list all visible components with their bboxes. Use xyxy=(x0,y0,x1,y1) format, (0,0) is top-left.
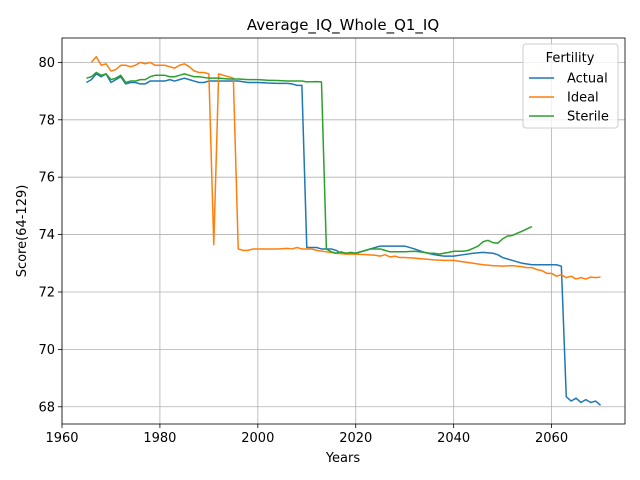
x-tick-label: 2000 xyxy=(241,431,274,446)
plot-frame xyxy=(61,37,626,425)
x-tick-label: 2040 xyxy=(437,431,470,446)
legend-label-sterile: Sterile xyxy=(567,110,609,125)
legend-label-actual: Actual xyxy=(567,72,608,87)
series-line-sterile xyxy=(86,71,533,255)
series-line-actual xyxy=(86,73,602,406)
x-tick-label: 2060 xyxy=(535,431,568,446)
y-axis-label: Score(64-129) xyxy=(15,185,30,278)
chart-title: Average_IQ_Whole_Q1_IQ xyxy=(247,16,439,35)
x-tick-label: 1980 xyxy=(143,431,176,446)
legend: Fertility Actual Ideal Sterile xyxy=(522,43,619,129)
y-tick-label: 68 xyxy=(38,400,55,415)
y-tick-label: 74 xyxy=(38,228,55,243)
legend-title: Fertility xyxy=(546,51,595,66)
y-tick-label: 76 xyxy=(38,171,55,186)
axis-ticks: 1960 1980 2000 2020 2040 2060 68 70 72 74 76 78 80 xyxy=(38,56,568,446)
x-axis-label: Years xyxy=(325,451,361,466)
y-tick-label: 80 xyxy=(38,56,55,71)
y-tick-label: 72 xyxy=(38,285,55,300)
legend-label-ideal: Ideal xyxy=(567,91,599,106)
legend-box xyxy=(522,43,619,129)
y-tick-label: 70 xyxy=(38,343,55,358)
series-lines xyxy=(86,55,602,406)
series-line-ideal xyxy=(90,55,601,280)
x-tick-label: 1960 xyxy=(45,431,78,446)
y-tick-label: 78 xyxy=(38,113,55,128)
x-tick-label: 2020 xyxy=(339,431,372,446)
